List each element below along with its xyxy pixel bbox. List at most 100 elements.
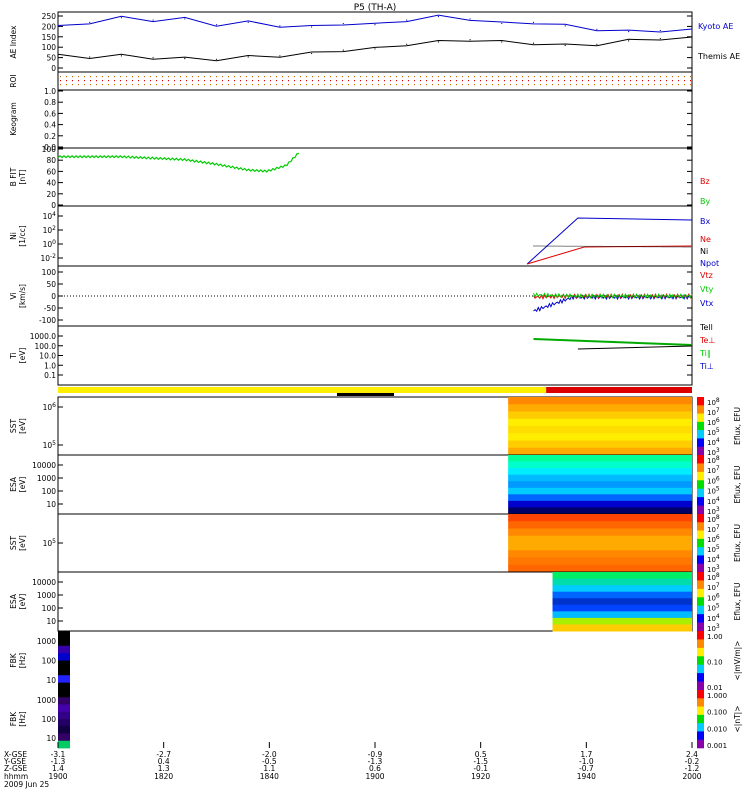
ni-ytick-label: 104 [43,211,57,221]
x-tick-label: 0.4 [158,757,170,766]
roi-dot [150,76,151,78]
roi-dot [342,84,343,86]
roi-dot [126,84,127,86]
roi-dot [486,80,487,82]
x-tick-label: -2.7 [156,750,171,759]
roi-dot [306,80,307,82]
ae-point [152,57,154,59]
ni-npot [533,245,693,248]
ti-ylabel: Ti [9,352,18,359]
esa1-colorbar-tick: 105 [707,486,720,496]
esa1-colorbar-cell [697,488,704,498]
roi-dot [150,84,151,86]
roi-dot [528,80,529,82]
roi-dot [192,80,193,82]
roi-dot [312,76,313,78]
roi-dot [636,84,637,86]
ae-point [120,55,122,57]
bfit-ylabel: B FIT [9,167,18,186]
roi-dot [414,80,415,82]
roi-dot [588,80,589,82]
roi-dot [486,84,487,86]
mode-bar-yellow [58,387,547,393]
fbk2-strip [58,697,70,705]
sst2-band [508,521,692,529]
roi-dot [570,84,571,86]
esa1-colorbar-cell [697,455,704,464]
x-tick-label: -1.0 [579,757,594,766]
roi-dot [180,76,181,78]
x-tick-label: 1900 [48,772,67,781]
roi-dot [402,84,403,86]
roi-dot [114,80,115,82]
x-tick-label: -1.5 [473,757,488,766]
esa2-colorbar-tick: 107 [707,582,720,592]
roi-dot [672,84,673,86]
ae-point [564,25,566,27]
roi-dot [294,76,295,78]
ae-point [279,25,281,27]
roi-dot [498,80,499,82]
esa2-band [552,617,692,625]
sst1-band [508,426,692,434]
roi-dot [672,80,673,82]
fbk1-colorbar-cell [697,673,704,682]
sst1-colorbar-title: Eflux, EFU [733,407,742,445]
sst1-band [508,418,692,427]
roi-dot [444,84,445,86]
esa2-ytick-label: 100 [42,604,57,613]
ae-point [469,18,471,20]
roi-dot [72,84,73,86]
bfit-legend: Bz [700,177,710,186]
roi-dot [174,76,175,78]
roi-dot [138,76,139,78]
roi-dot [348,76,349,78]
roi-dot [342,80,343,82]
roi-dot [582,80,583,82]
esa1-colorbar-cell [697,497,704,506]
roi-frame [57,71,693,91]
roi-dot [534,76,535,78]
roi-dot [276,84,277,86]
esa2-band [552,591,692,599]
roi-dot [450,84,451,86]
roi-dot [198,80,199,82]
roi-dot [204,80,205,82]
roi-dot [486,76,487,78]
roi-dot [216,80,217,82]
sst1-colorbar-tick: 106 [707,417,720,427]
roi-dot [198,76,199,78]
roi-dot [450,80,451,82]
roi-dot [162,80,163,82]
roi-dot [570,76,571,78]
esa1-colorbar-cell [697,463,704,473]
x-tick-label: -1.3 [51,757,66,766]
roi-dot [540,84,541,86]
roi-dot [552,76,553,78]
x-tick-label: 1840 [260,772,279,781]
sst2-colorbar-tick: 103 [707,564,720,574]
x-tick-label: -0.5 [262,757,277,766]
x-row-label: X-GSE [4,750,27,759]
fbk2-ytick-label: 1000 [37,696,56,705]
ni-frame [57,205,693,267]
roi-dot [246,80,247,82]
roi-dot [354,76,355,78]
ae-point [374,24,376,26]
roi-dot [144,76,145,78]
ae-point [532,42,535,44]
esa1-ytick-label: 100 [42,487,57,496]
fbk1-strip [58,631,70,639]
x-tick-label: 2.4 [686,750,698,759]
roi-dot [240,80,241,82]
fbk1-ytick-label: 100 [42,657,57,666]
fbk2-strip [58,726,70,734]
roi-dot [162,76,163,78]
roi-dot [186,80,187,82]
roi-dot [654,84,655,86]
ae-ytick-label: 250 [42,12,57,21]
roi-dot [462,80,463,82]
esa2-ytick-label: 10000 [32,578,56,587]
roi-dot [540,80,541,82]
